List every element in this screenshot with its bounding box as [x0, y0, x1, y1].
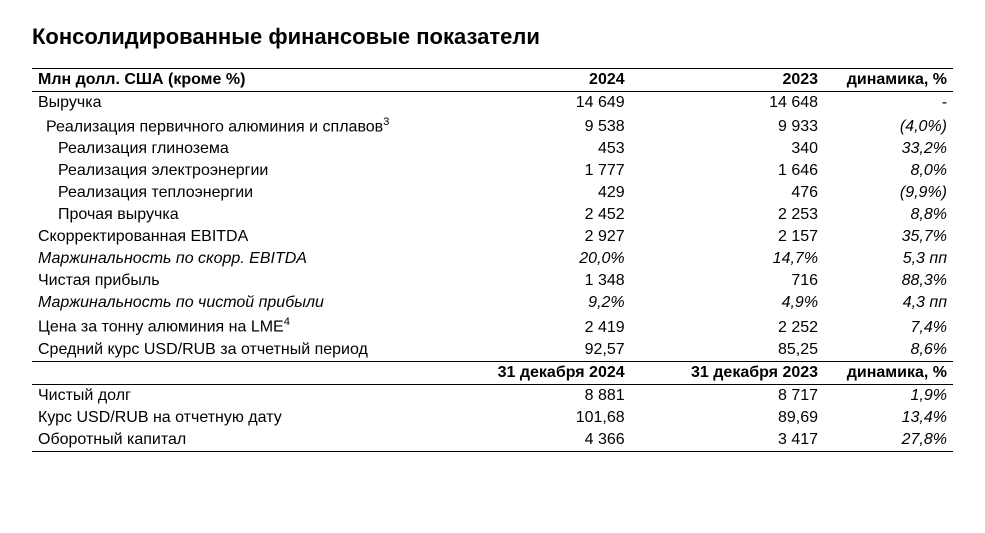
table-row: Чистый долг8 8818 7171,9% — [32, 384, 953, 407]
row-label: Скорректированная EBITDA — [32, 226, 437, 248]
row-label: Маржинальность по чистой прибыли — [32, 292, 437, 314]
table-row: Маржинальность по скорр. EBITDA20,0%14,7… — [32, 248, 953, 270]
row-label: Цена за тонну алюминия на LME4 — [32, 314, 437, 338]
row-value: 716 — [631, 270, 824, 292]
row-value: 1 777 — [437, 160, 630, 182]
row-label: Реализация теплоэнергии — [32, 182, 437, 204]
row-dynamic: 33,2% — [824, 138, 953, 160]
row-value: 85,25 — [631, 339, 824, 362]
table-row: Реализация теплоэнергии429476(9,9%) — [32, 182, 953, 204]
header-col: 31 декабря 2023 — [631, 361, 824, 384]
row-value: 14,7% — [631, 248, 824, 270]
row-label: Выручка — [32, 92, 437, 115]
row-dynamic: (9,9%) — [824, 182, 953, 204]
header-col: динамика, % — [824, 361, 953, 384]
row-value: 2 252 — [631, 314, 824, 338]
header-label — [32, 361, 437, 384]
table-header-row: 31 декабря 202431 декабря 2023динамика, … — [32, 361, 953, 384]
header-col: динамика, % — [824, 69, 953, 92]
row-value: 1 646 — [631, 160, 824, 182]
table-row: Курс USD/RUB на отчетную дату101,6889,69… — [32, 407, 953, 429]
row-dynamic: 8,6% — [824, 339, 953, 362]
row-value: 453 — [437, 138, 630, 160]
row-dynamic: 7,4% — [824, 314, 953, 338]
row-label: Реализация электроэнергии — [32, 160, 437, 182]
row-dynamic: 4,3 пп — [824, 292, 953, 314]
header-label: Млн долл. США (кроме %) — [32, 69, 437, 92]
table-row: Скорректированная EBITDA2 9272 15735,7% — [32, 226, 953, 248]
header-col: 31 декабря 2024 — [437, 361, 630, 384]
header-col: 2023 — [631, 69, 824, 92]
row-value: 9,2% — [437, 292, 630, 314]
row-dynamic: 27,8% — [824, 429, 953, 452]
row-dynamic: 8,8% — [824, 204, 953, 226]
table-header-row: Млн долл. США (кроме %)20242023динамика,… — [32, 69, 953, 92]
row-dynamic: 13,4% — [824, 407, 953, 429]
table-row: Реализация электроэнергии1 7771 6468,0% — [32, 160, 953, 182]
row-value: 2 253 — [631, 204, 824, 226]
row-value: 2 927 — [437, 226, 630, 248]
table-row: Прочая выручка2 4522 2538,8% — [32, 204, 953, 226]
table-row: Чистая прибыль1 34871688,3% — [32, 270, 953, 292]
row-label: Оборотный капитал — [32, 429, 437, 452]
row-label: Прочая выручка — [32, 204, 437, 226]
row-dynamic: 35,7% — [824, 226, 953, 248]
row-value: 20,0% — [437, 248, 630, 270]
row-label: Реализация первичного алюминия и сплавов… — [32, 114, 437, 138]
table-row: Маржинальность по чистой прибыли9,2%4,9%… — [32, 292, 953, 314]
row-label: Чистый долг — [32, 384, 437, 407]
row-value: 2 452 — [437, 204, 630, 226]
row-value: 476 — [631, 182, 824, 204]
row-value: 4,9% — [631, 292, 824, 314]
row-label: Курс USD/RUB на отчетную дату — [32, 407, 437, 429]
row-label: Средний курс USD/RUB за отчетный период — [32, 339, 437, 362]
row-value: 92,57 — [437, 339, 630, 362]
row-dynamic: - — [824, 92, 953, 115]
row-dynamic: 1,9% — [824, 384, 953, 407]
row-value: 14 649 — [437, 92, 630, 115]
row-value: 9 933 — [631, 114, 824, 138]
row-dynamic: (4,0%) — [824, 114, 953, 138]
row-value: 429 — [437, 182, 630, 204]
row-value: 8 717 — [631, 384, 824, 407]
row-value: 340 — [631, 138, 824, 160]
row-value: 1 348 — [437, 270, 630, 292]
header-col: 2024 — [437, 69, 630, 92]
row-value: 8 881 — [437, 384, 630, 407]
row-value: 2 419 — [437, 314, 630, 338]
row-dynamic: 88,3% — [824, 270, 953, 292]
row-label: Чистая прибыль — [32, 270, 437, 292]
row-label: Реализация глинозема — [32, 138, 437, 160]
financials-table: Млн долл. США (кроме %)20242023динамика,… — [32, 68, 953, 452]
row-value: 2 157 — [631, 226, 824, 248]
table-row: Цена за тонну алюминия на LME42 4192 252… — [32, 314, 953, 338]
row-value: 9 538 — [437, 114, 630, 138]
table-row: Выручка14 64914 648- — [32, 92, 953, 115]
row-dynamic: 5,3 пп — [824, 248, 953, 270]
row-value: 4 366 — [437, 429, 630, 452]
table-row: Реализация первичного алюминия и сплавов… — [32, 114, 953, 138]
page-title: Консолидированные финансовые показатели — [32, 24, 953, 50]
row-dynamic: 8,0% — [824, 160, 953, 182]
row-value: 3 417 — [631, 429, 824, 452]
row-value: 101,68 — [437, 407, 630, 429]
table-row: Оборотный капитал4 3663 41727,8% — [32, 429, 953, 452]
table-row: Средний курс USD/RUB за отчетный период9… — [32, 339, 953, 362]
table-row: Реализация глинозема45334033,2% — [32, 138, 953, 160]
row-value: 89,69 — [631, 407, 824, 429]
row-value: 14 648 — [631, 92, 824, 115]
row-label: Маржинальность по скорр. EBITDA — [32, 248, 437, 270]
